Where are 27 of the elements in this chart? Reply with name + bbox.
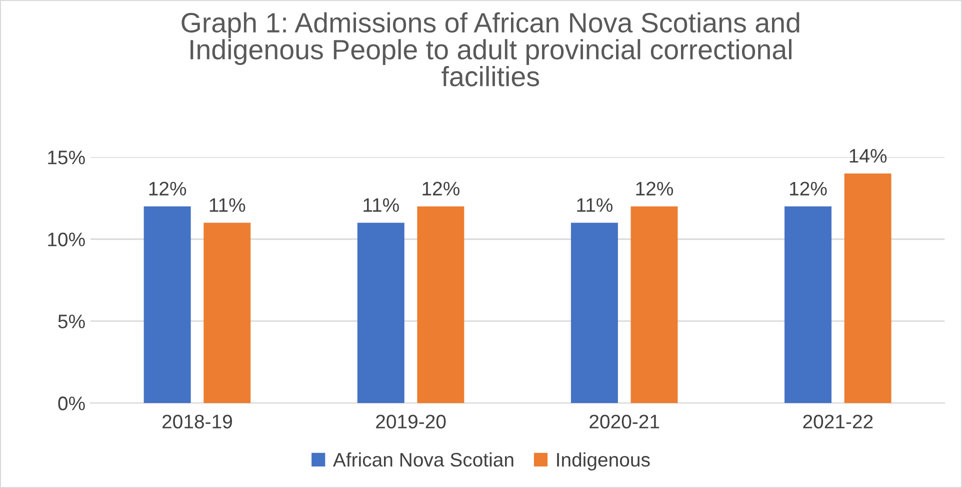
x-tick-label: 2021-22 bbox=[803, 414, 873, 428]
data-label: 12% bbox=[149, 182, 186, 196]
bar bbox=[570, 222, 618, 404]
y-tick-label: 10% bbox=[48, 232, 85, 246]
bar bbox=[144, 206, 191, 404]
bar bbox=[844, 174, 892, 404]
x-tick-label: 2019-20 bbox=[376, 414, 446, 428]
bar bbox=[630, 206, 678, 404]
legend-label: African Nova Scotian bbox=[332, 452, 514, 467]
x-tick-label: 2020-21 bbox=[590, 414, 660, 428]
bar bbox=[204, 222, 251, 404]
data-label: 12% bbox=[422, 182, 460, 196]
data-label: 12% bbox=[636, 182, 674, 196]
y-tick-label: 0% bbox=[58, 396, 85, 410]
data-label: 11% bbox=[577, 198, 612, 212]
data-label: 11% bbox=[364, 198, 399, 212]
data-label: 14% bbox=[850, 149, 887, 163]
data-label: 12% bbox=[790, 182, 827, 196]
y-tick-label: 15% bbox=[48, 150, 85, 164]
legend-label: Indigenous bbox=[557, 452, 650, 470]
chart-title: Graph 1: Admissions of African Nova Scotians and Indigenous People to adult provincial correctional facilities bbox=[182, 12, 800, 86]
bar bbox=[357, 222, 404, 404]
data-label: 11% bbox=[210, 198, 246, 212]
bar bbox=[417, 206, 464, 404]
x-tick-label: 2018-19 bbox=[162, 414, 232, 428]
y-tick-label: 5% bbox=[58, 314, 85, 328]
bar bbox=[784, 206, 832, 404]
